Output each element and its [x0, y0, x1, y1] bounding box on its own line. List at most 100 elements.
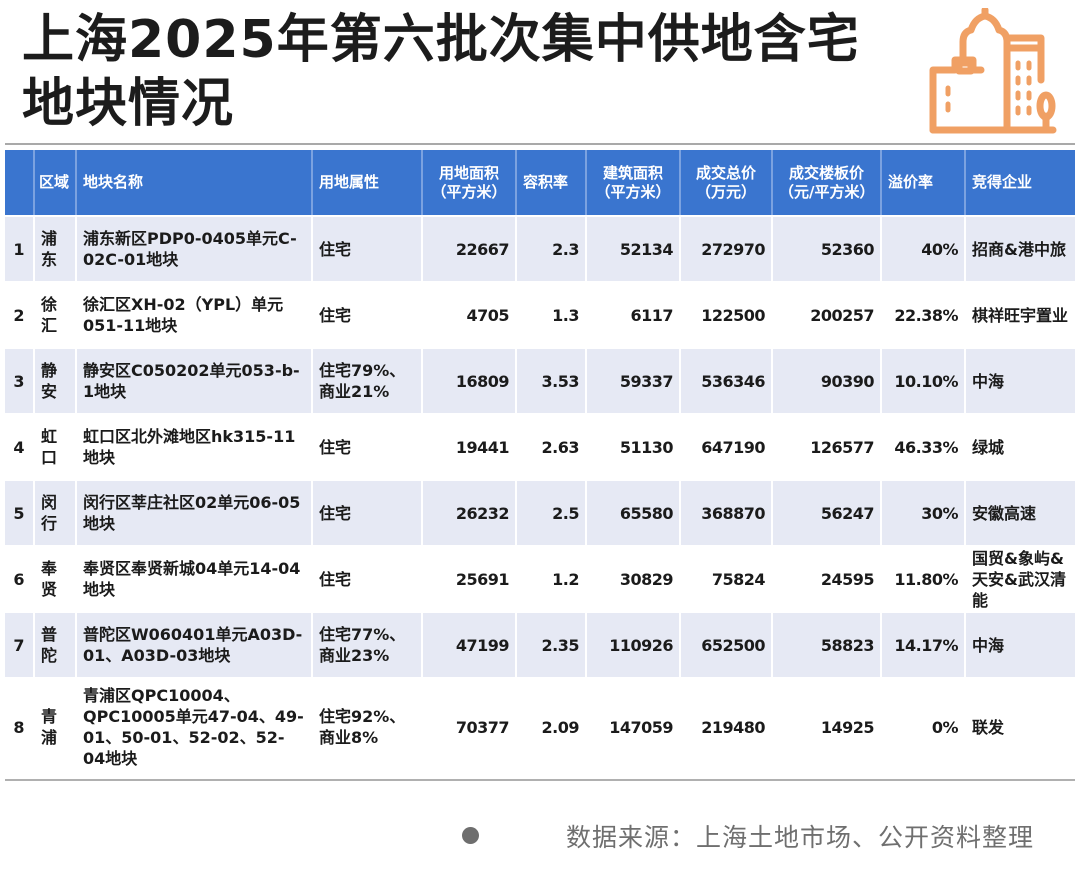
- parcel-name: 闵行区莘庄社区02单元06-05地块: [77, 479, 313, 545]
- land-area: 22667: [423, 215, 517, 281]
- land-area: 70377: [423, 677, 517, 775]
- total-price: 647190: [681, 413, 773, 479]
- winning-company: 招商&港中旅: [966, 215, 1075, 281]
- winning-company: 国贸&象屿&天安&武汉清能: [966, 545, 1075, 611]
- far: 1.3: [517, 281, 587, 347]
- col-header-name: 地块名称: [77, 150, 313, 215]
- parcel-name: 浦东新区PDP0-0405单元C-02C-01地块: [77, 215, 313, 281]
- col-header-winner: 竞得企业: [966, 150, 1075, 215]
- premium-rate: 22.38%: [882, 281, 966, 347]
- land-area: 4705: [423, 281, 517, 347]
- row-index: 6: [5, 545, 35, 611]
- floor-price: 14925: [773, 677, 882, 775]
- district: 静安: [35, 347, 77, 413]
- city-buildings-icon: [929, 8, 1057, 134]
- land-use: 住宅: [313, 215, 423, 281]
- total-price: 122500: [681, 281, 773, 347]
- land-parcel-table: 区域 地块名称 用地属性 用地面积（平方米） 容积率 建筑面积（平方米） 成交总…: [5, 150, 1075, 775]
- land-area: 26232: [423, 479, 517, 545]
- col-header-index: [5, 150, 35, 215]
- far: 1.2: [517, 545, 587, 611]
- col-header-far: 容积率: [517, 150, 587, 215]
- winning-company: 棋祥旺宇置业: [966, 281, 1075, 347]
- table-row: 1 浦东 浦东新区PDP0-0405单元C-02C-01地块 住宅 22667 …: [5, 215, 1075, 281]
- col-header-gfa: 建筑面积（平方米）: [587, 150, 681, 215]
- total-price: 219480: [681, 677, 773, 775]
- far: 2.63: [517, 413, 587, 479]
- land-use: 住宅77%、商业23%: [313, 611, 423, 677]
- district: 普陀: [35, 611, 77, 677]
- col-header-premium: 溢价率: [882, 150, 966, 215]
- table-row: 5 闵行 闵行区莘庄社区02单元06-05地块 住宅 26232 2.5 655…: [5, 479, 1075, 545]
- winning-company: 绿城: [966, 413, 1075, 479]
- col-header-total-price: 成交总价（万元）: [681, 150, 773, 215]
- floor-price: 24595: [773, 545, 882, 611]
- page-title: 上海2025年第六批次集中供地含宅地块情况: [22, 10, 860, 134]
- floor-price: 126577: [773, 413, 882, 479]
- premium-rate: 14.17%: [882, 611, 966, 677]
- winning-company: 安徽高速: [966, 479, 1075, 545]
- district: 青浦: [35, 677, 77, 775]
- premium-rate: 0%: [882, 677, 966, 775]
- gfa: 30829: [587, 545, 681, 611]
- table-row: 7 普陀 普陀区W060401单元A03D-01、A03D-03地块 住宅77%…: [5, 611, 1075, 677]
- land-use: 住宅92%、商业8%: [313, 677, 423, 775]
- premium-rate: 10.10%: [882, 347, 966, 413]
- title-divider: [5, 143, 1075, 145]
- table-row: 3 静安 静安区C050202单元053-b-1地块 住宅79%、商业21% 1…: [5, 347, 1075, 413]
- parcel-name: 静安区C050202单元053-b-1地块: [77, 347, 313, 413]
- land-use: 住宅: [313, 479, 423, 545]
- total-price: 368870: [681, 479, 773, 545]
- land-use: 住宅: [313, 545, 423, 611]
- row-index: 3: [5, 347, 35, 413]
- col-header-floor-price: 成交楼板价（元/平方米）: [773, 150, 882, 215]
- winning-company: 中海: [966, 347, 1075, 413]
- district: 奉贤: [35, 545, 77, 611]
- row-index: 7: [5, 611, 35, 677]
- total-price: 75824: [681, 545, 773, 611]
- district: 闵行: [35, 479, 77, 545]
- col-header-use: 用地属性: [313, 150, 423, 215]
- floor-price: 52360: [773, 215, 882, 281]
- far: 3.53: [517, 347, 587, 413]
- table-row: 8 青浦 青浦区QPC10004、QPC10005单元47-04、49-01、5…: [5, 677, 1075, 775]
- table-bottom-divider: [5, 779, 1075, 781]
- floor-price: 200257: [773, 281, 882, 347]
- premium-rate: 46.33%: [882, 413, 966, 479]
- winning-company: 中海: [966, 611, 1075, 677]
- table-row: 4 虹口 虹口区北外滩地区hk315-11地块 住宅 19441 2.63 51…: [5, 413, 1075, 479]
- land-use: 住宅: [313, 413, 423, 479]
- district: 徐汇: [35, 281, 77, 347]
- gfa: 52134: [587, 215, 681, 281]
- land-area: 47199: [423, 611, 517, 677]
- bullet-dot-icon: [462, 827, 479, 844]
- floor-price: 56247: [773, 479, 882, 545]
- premium-rate: 40%: [882, 215, 966, 281]
- gfa: 51130: [587, 413, 681, 479]
- gfa: 147059: [587, 677, 681, 775]
- land-area: 25691: [423, 545, 517, 611]
- premium-rate: 30%: [882, 479, 966, 545]
- parcel-name: 徐汇区XH-02（YPL）单元051-11地块: [77, 281, 313, 347]
- table-header-row: 区域 地块名称 用地属性 用地面积（平方米） 容积率 建筑面积（平方米） 成交总…: [5, 150, 1075, 215]
- row-index: 5: [5, 479, 35, 545]
- gfa: 65580: [587, 479, 681, 545]
- premium-rate: 11.80%: [882, 545, 966, 611]
- table-row: 2 徐汇 徐汇区XH-02（YPL）单元051-11地块 住宅 4705 1.3…: [5, 281, 1075, 347]
- col-header-district: 区域: [35, 150, 77, 215]
- gfa: 6117: [587, 281, 681, 347]
- land-area: 19441: [423, 413, 517, 479]
- parcel-name: 奉贤区奉贤新城04单元14-04地块: [77, 545, 313, 611]
- parcel-name: 普陀区W060401单元A03D-01、A03D-03地块: [77, 611, 313, 677]
- floor-price: 90390: [773, 347, 882, 413]
- total-price: 536346: [681, 347, 773, 413]
- far: 2.5: [517, 479, 587, 545]
- row-index: 4: [5, 413, 35, 479]
- district: 浦东: [35, 215, 77, 281]
- far: 2.3: [517, 215, 587, 281]
- parcel-name: 虹口区北外滩地区hk315-11地块: [77, 413, 313, 479]
- winning-company: 联发: [966, 677, 1075, 775]
- gfa: 59337: [587, 347, 681, 413]
- row-index: 1: [5, 215, 35, 281]
- parcel-name: 青浦区QPC10004、QPC10005单元47-04、49-01、50-01、…: [77, 677, 313, 775]
